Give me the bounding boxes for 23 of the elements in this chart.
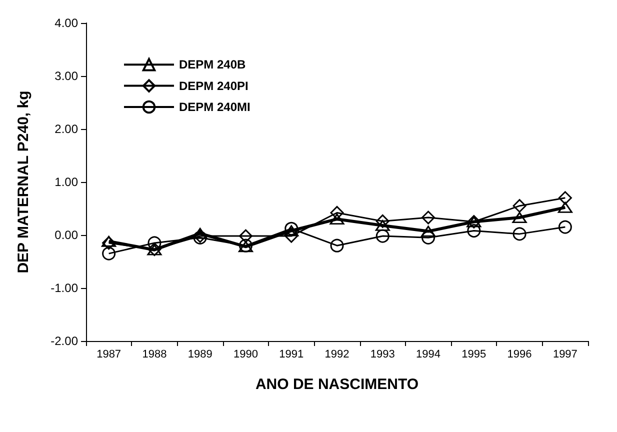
- x-tick-label: 1992: [324, 348, 350, 360]
- y-tick-label: 3.00: [54, 69, 78, 83]
- y-tick-label: -2.00: [50, 334, 78, 348]
- x-tick-label: 1991: [279, 348, 304, 360]
- x-axis-title: ANO DE NASCIMENTO: [255, 376, 419, 393]
- y-tick-label: -1.00: [50, 281, 78, 295]
- x-tick-label: 1988: [142, 348, 167, 360]
- legend-label: DEPM 240PI: [179, 78, 248, 93]
- x-tick-label: 1996: [507, 348, 532, 360]
- y-tick-label: 0.00: [54, 228, 78, 242]
- x-tick-label: 1990: [233, 348, 258, 360]
- y-axis-title: DEP MATERNAL P240, kg: [15, 90, 32, 274]
- y-tick-label: 1.00: [54, 175, 78, 189]
- x-tick-label: 1994: [416, 348, 441, 360]
- x-tick-label: 1987: [96, 348, 122, 360]
- legend-label: DEPM 240B: [179, 58, 246, 72]
- y-tick-label: 2.00: [54, 122, 78, 136]
- x-tick-label: 1993: [370, 348, 395, 360]
- y-tick-label: 4.00: [54, 16, 78, 30]
- x-tick-label: 1997: [552, 348, 578, 360]
- x-tick-label: 1989: [188, 348, 212, 360]
- x-tick-label: 1995: [462, 348, 486, 360]
- legend-label: DEPM 240MI: [179, 100, 250, 114]
